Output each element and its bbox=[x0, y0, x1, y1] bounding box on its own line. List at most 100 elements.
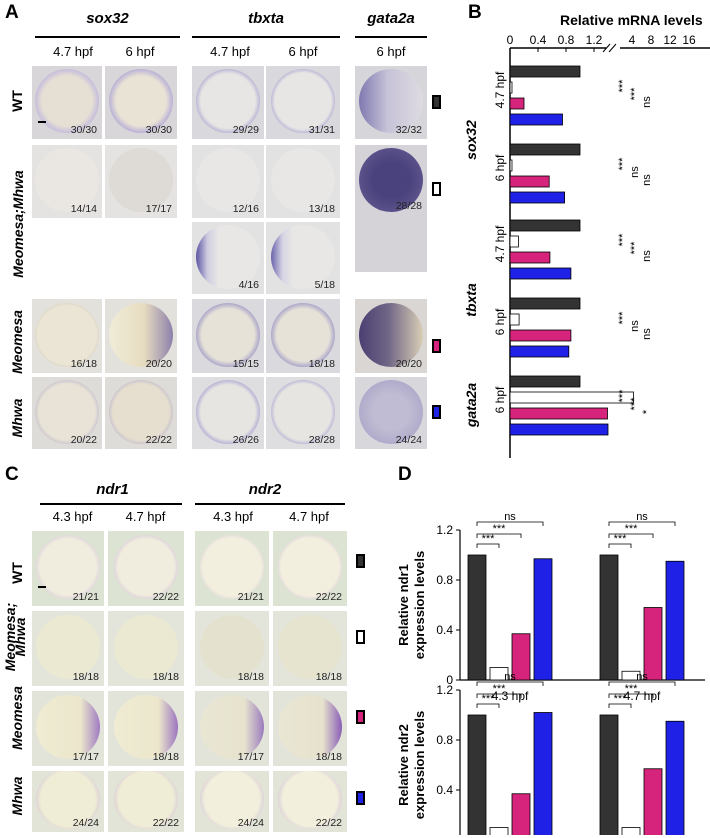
significance-mark: *** bbox=[629, 241, 641, 255]
legend-swatch-wt bbox=[356, 554, 365, 568]
stage-label: 4.7 hpf bbox=[493, 225, 507, 262]
embryo-count: 18/18 bbox=[315, 671, 342, 683]
embryo-image: 20/22 bbox=[32, 377, 102, 449]
embryo-image: 28/28 bbox=[266, 377, 340, 449]
embryo-count: 22/22 bbox=[145, 434, 172, 446]
embryo-image: 20/20 bbox=[355, 299, 427, 373]
bar bbox=[489, 827, 509, 835]
bar bbox=[509, 191, 565, 204]
bar bbox=[665, 720, 685, 835]
significance-mark: *** bbox=[625, 523, 639, 535]
bar bbox=[509, 143, 581, 156]
x-tick-label: 0.4 bbox=[530, 33, 547, 47]
gene-tbxta-header: tbxta bbox=[248, 10, 284, 27]
bar bbox=[599, 554, 619, 681]
chart-b-labels: 0 0.4 0.8 1.2 4 8 12 16 4.7 hpf 6 hpf 4.7 hpf 6 hpf… bbox=[463, 33, 696, 428]
embryo-image: 18/18 bbox=[32, 611, 104, 686]
embryo-image: 22/22 bbox=[105, 377, 177, 449]
significance-mark: *** bbox=[629, 87, 641, 101]
embryo-count: 16/18 bbox=[70, 358, 97, 370]
significance-mark: *** bbox=[629, 397, 641, 411]
bar bbox=[509, 407, 608, 420]
legend-swatch-meomesa-mhwa bbox=[432, 182, 441, 196]
embryo-count: 30/30 bbox=[70, 124, 97, 136]
embryo-count: 26/26 bbox=[232, 434, 259, 446]
bar bbox=[467, 714, 487, 835]
embryo-count: 17/17 bbox=[72, 751, 99, 763]
embryo-count: 22/22 bbox=[315, 817, 342, 829]
embryo-count: 22/22 bbox=[152, 591, 179, 603]
y-axis-label: Relative ndr1 bbox=[396, 564, 411, 646]
bar bbox=[467, 554, 487, 681]
embryo-image: 21/21 bbox=[32, 531, 104, 606]
significance-mark: *** bbox=[614, 693, 628, 705]
stage-label: 4.7 hpf bbox=[210, 44, 250, 59]
significance-mark: *** bbox=[617, 311, 629, 325]
embryo-count: 24/24 bbox=[237, 817, 264, 829]
embryo-image: 18/18 bbox=[273, 691, 347, 766]
significance-bracket bbox=[476, 693, 522, 698]
x-tick-label: 8 bbox=[648, 33, 655, 47]
embryo-count: 17/17 bbox=[145, 203, 172, 215]
gene-ndr2-header: ndr2 bbox=[248, 481, 282, 498]
gene-ndr1-header: ndr1 bbox=[96, 481, 129, 498]
significance-mark: *** bbox=[614, 533, 628, 545]
significance-mark: ns bbox=[641, 96, 653, 108]
y-axis-label: expression levels bbox=[412, 711, 427, 819]
embryo-count: 15/15 bbox=[232, 358, 259, 370]
legend-swatch-mhwa bbox=[432, 405, 441, 419]
significance-mark: ns bbox=[629, 320, 641, 332]
bar bbox=[511, 793, 531, 835]
y-axis-label: expression levels bbox=[412, 551, 427, 659]
x-tick-label: 16 bbox=[682, 33, 696, 47]
significance-mark: *** bbox=[617, 157, 629, 171]
legend-swatch-meomesa bbox=[432, 339, 441, 353]
bar bbox=[643, 768, 663, 835]
bar bbox=[509, 65, 581, 78]
embryo-image: 22/22 bbox=[108, 771, 184, 832]
bar bbox=[533, 712, 553, 835]
panel-d-label: D bbox=[398, 464, 412, 485]
bar bbox=[509, 113, 563, 126]
chart-d-ndr1: 0 0.4 0.8 1.2 Relative ndr1 expression levels… bbox=[396, 511, 705, 703]
bar bbox=[509, 313, 520, 326]
significance-mark: *** bbox=[493, 683, 507, 695]
embryo-image: 17/17 bbox=[195, 691, 269, 766]
significance-mark: *** bbox=[625, 683, 639, 695]
significance-bracket bbox=[608, 703, 632, 708]
stage-label: 6 hpf bbox=[288, 44, 318, 59]
significance-mark: ns bbox=[504, 511, 516, 523]
significance-bracket bbox=[476, 681, 544, 686]
stage-label: 4.3 hpf bbox=[213, 509, 253, 524]
gata2a-underline bbox=[355, 36, 427, 38]
gene-gata2a-header: gata2a bbox=[367, 10, 415, 27]
embryo-image: 4/16 bbox=[192, 222, 264, 294]
embryo-image: 18/18 bbox=[108, 691, 184, 766]
y-tick-label: 1.2 bbox=[436, 523, 453, 537]
embryo-image: 18/18 bbox=[273, 611, 347, 686]
significance-mark: *** bbox=[617, 389, 629, 403]
significance-mark: ns bbox=[629, 166, 641, 178]
embryo-count: 20/22 bbox=[70, 434, 97, 446]
bar bbox=[621, 827, 641, 835]
row-label-mhwa: Mhwa bbox=[12, 617, 28, 657]
significance-mark: ns bbox=[641, 328, 653, 340]
embryo-count: 32/32 bbox=[395, 124, 422, 136]
embryo-count: 21/21 bbox=[72, 591, 99, 603]
embryo-image: 22/22 bbox=[273, 771, 347, 832]
significance-mark: ns bbox=[641, 250, 653, 262]
x-tick-label: 4 bbox=[629, 33, 636, 47]
bar bbox=[621, 670, 641, 681]
embryo-image: 16/18 bbox=[32, 299, 102, 373]
significance-mark: ns bbox=[636, 671, 648, 683]
significance-bracket bbox=[476, 521, 544, 526]
embryo-count: 18/18 bbox=[152, 671, 179, 683]
scale-bar bbox=[38, 586, 46, 588]
embryo-count: 17/17 bbox=[237, 751, 264, 763]
bar bbox=[489, 667, 509, 681]
embryo-image: 24/24 bbox=[195, 771, 269, 832]
embryo-image: 18/18 bbox=[266, 299, 340, 373]
